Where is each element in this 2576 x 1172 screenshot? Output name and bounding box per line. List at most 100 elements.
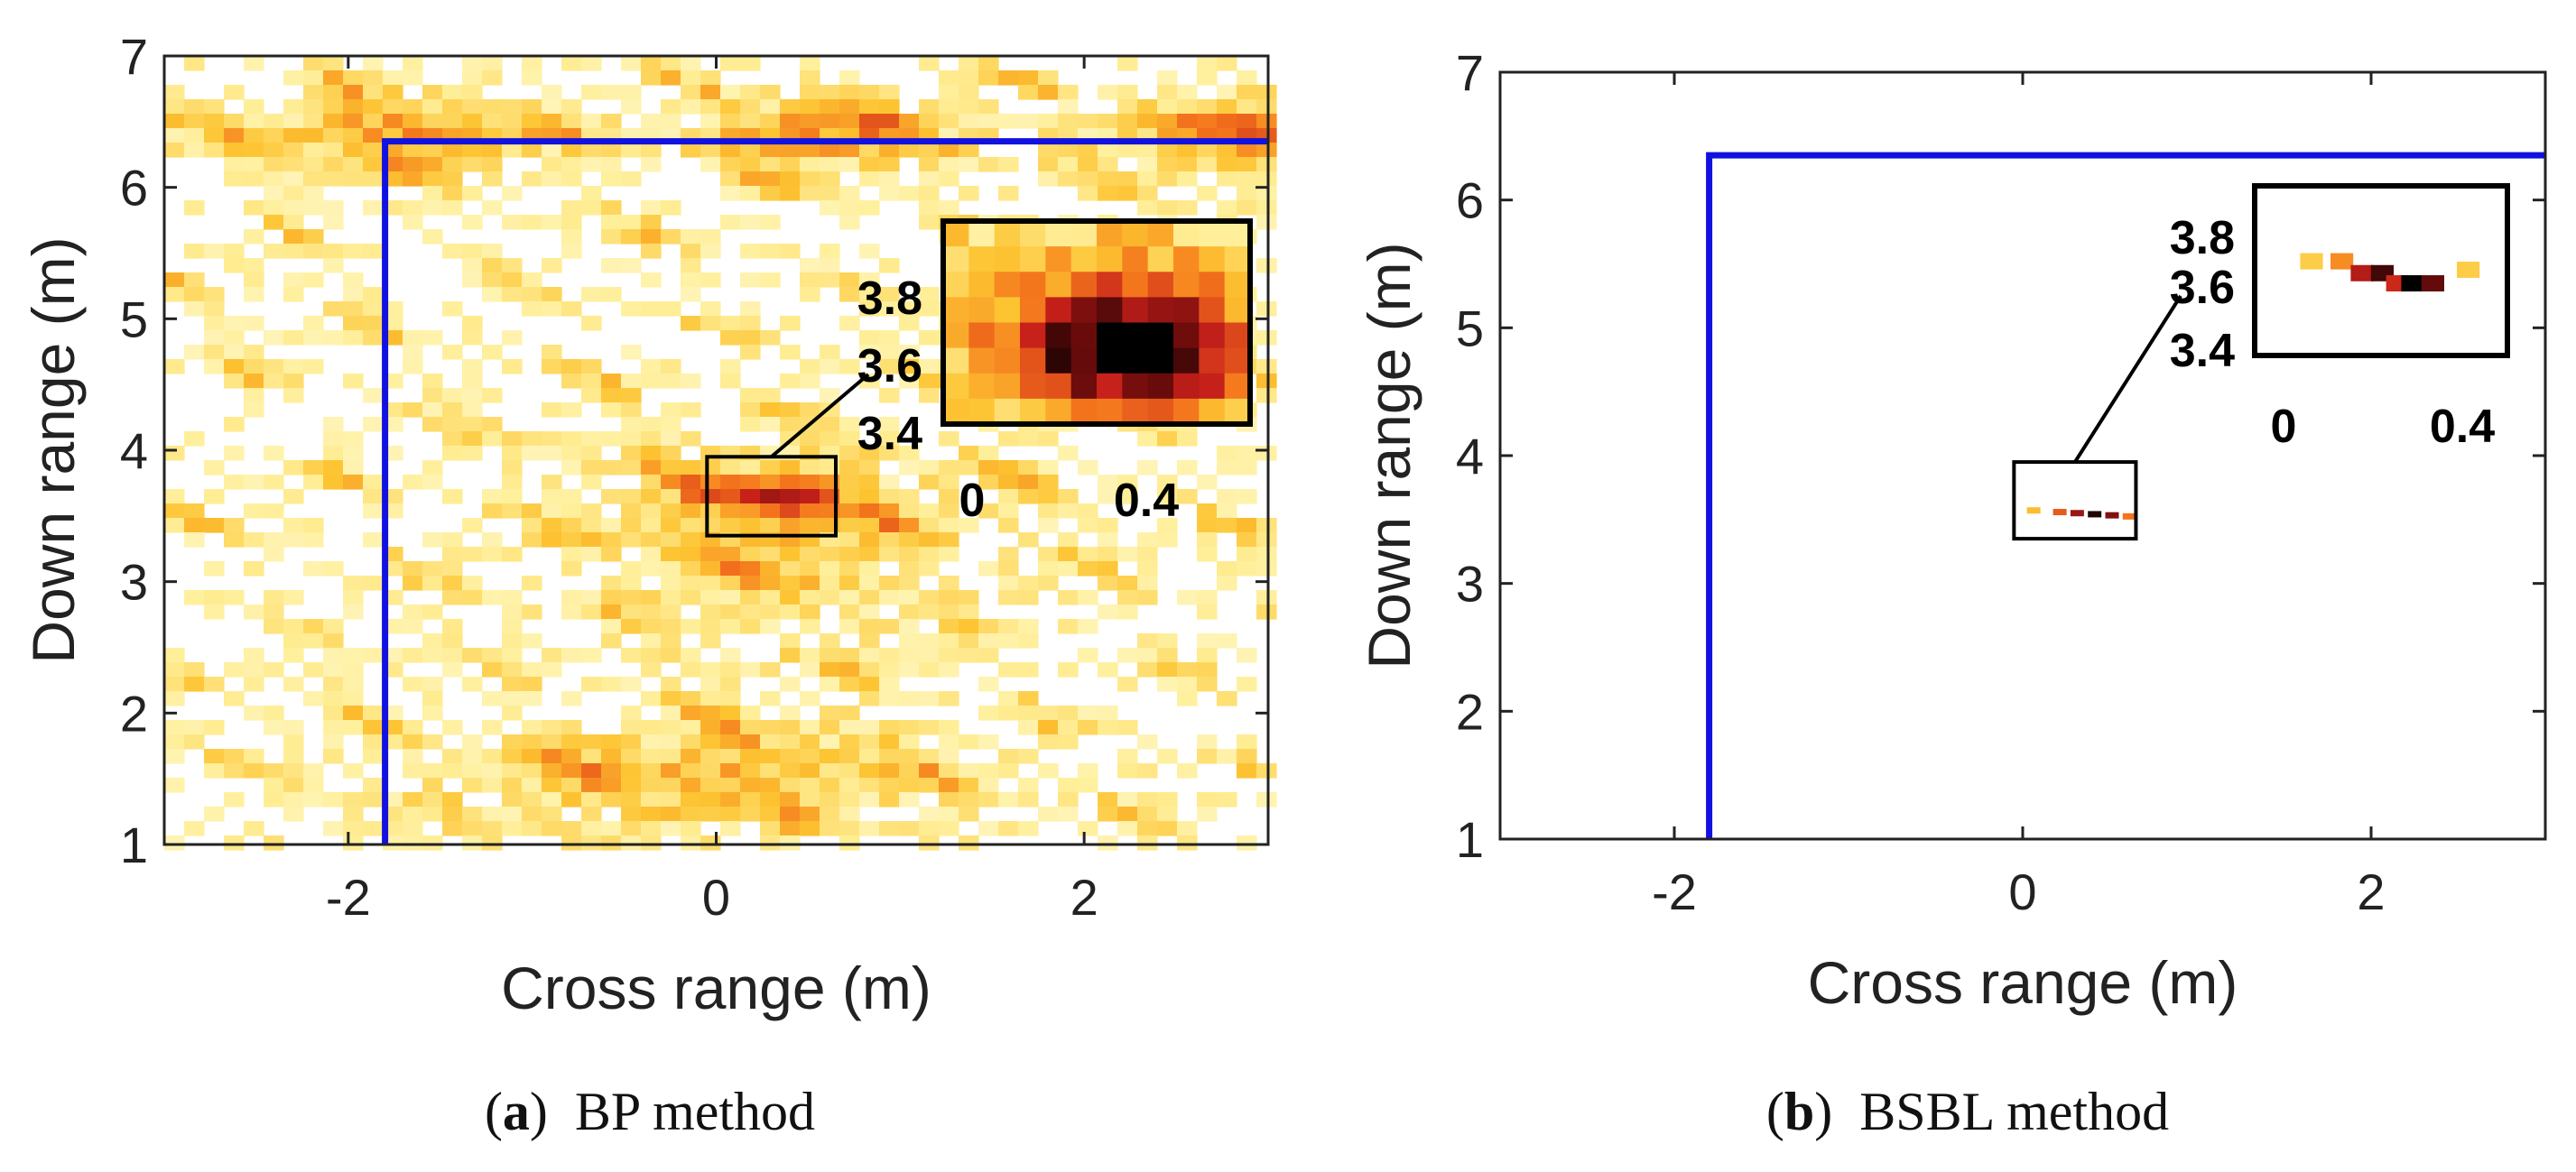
heat-cell	[601, 374, 622, 389]
heat-cell	[1217, 143, 1237, 158]
heat-cell	[919, 547, 940, 562]
heat-cell	[343, 287, 364, 302]
heat-cell	[621, 619, 642, 634]
heat-cell	[323, 215, 344, 230]
heat-cell	[1237, 70, 1257, 86]
heat-cell	[403, 821, 423, 836]
heat-cell	[244, 561, 264, 577]
heat-cell	[641, 763, 662, 779]
heat-cell	[482, 431, 503, 447]
y-tick-label: 5	[120, 291, 148, 347]
heat-cell	[303, 619, 324, 634]
heat-cell	[978, 677, 999, 692]
heat-cell	[244, 157, 264, 172]
heat-cell	[879, 171, 900, 187]
heat-cell	[919, 359, 940, 374]
heat-cell	[1018, 792, 1039, 807]
heat-cell	[681, 272, 701, 288]
heat-cell	[740, 561, 761, 577]
heat-cell	[601, 677, 622, 692]
heat-cell	[244, 56, 264, 71]
heat-cell	[740, 475, 761, 490]
heat-cell	[1157, 200, 1178, 216]
heat-cell	[343, 475, 364, 490]
heat-cell	[522, 446, 542, 461]
heat-cell	[184, 518, 205, 533]
inset-cell	[1224, 347, 1251, 374]
heat-cell	[879, 590, 900, 605]
heat-cell	[621, 402, 642, 418]
heat-cell	[1237, 200, 1257, 216]
heat-cell	[621, 532, 642, 548]
heat-cell	[919, 99, 940, 115]
heat-cell	[363, 734, 384, 750]
heat-cell	[363, 503, 384, 519]
heat-cell	[303, 272, 324, 288]
heat-cell	[780, 402, 801, 418]
heat-cell	[561, 229, 582, 245]
heat-cell	[661, 604, 681, 620]
heat-cell	[1137, 648, 1158, 663]
heat-cell	[859, 518, 880, 533]
heat-cell	[1038, 734, 1059, 750]
heat-cell	[1157, 518, 1178, 533]
caption-b: (b) BSBL method	[1765, 1082, 2170, 1141]
heat-cell	[482, 287, 503, 302]
heat-cell	[839, 70, 860, 86]
heat-cell	[700, 229, 721, 245]
heat-cell	[720, 171, 741, 187]
heat-cell	[363, 56, 384, 71]
inset-cell	[1045, 221, 1072, 247]
heat-cell	[800, 489, 820, 504]
heat-cell	[899, 749, 920, 764]
heat-cell	[422, 633, 443, 649]
heat-cell	[740, 576, 761, 591]
heat-cell	[1157, 143, 1178, 158]
heat-cell	[740, 345, 761, 360]
heat-cell	[1098, 532, 1118, 548]
heat-cell	[184, 431, 205, 447]
heat-cell	[581, 157, 602, 172]
heat-cell	[164, 85, 185, 100]
heat-cell	[998, 590, 1019, 605]
heat-cell	[1217, 56, 1237, 71]
heat-cell	[1078, 157, 1098, 172]
heat-cell	[720, 792, 741, 807]
heat-cell	[681, 402, 701, 418]
heat-cell	[919, 720, 940, 735]
heat-cell	[1038, 489, 1059, 504]
heat-cell	[502, 489, 523, 504]
heat-cell	[283, 489, 304, 504]
y-tick-label: 3	[1456, 556, 1484, 613]
heat-cell	[403, 807, 423, 822]
heat-cell	[224, 374, 245, 389]
heat-cell	[323, 56, 344, 71]
heat-cell	[879, 662, 900, 678]
heat-cell	[442, 417, 463, 432]
heat-cell	[422, 763, 443, 779]
heat-cell	[839, 648, 860, 663]
heat-cell	[303, 56, 324, 71]
heat-cell	[1137, 590, 1158, 605]
heat-cell	[1038, 114, 1059, 129]
heat-cell	[442, 157, 463, 172]
heat-cell	[204, 749, 225, 764]
heat-cell	[621, 431, 642, 447]
heat-cell	[740, 792, 761, 807]
inset-cell	[1122, 322, 1149, 349]
heat-cell	[760, 763, 781, 779]
heat-cell	[919, 215, 940, 230]
heat-cell	[641, 359, 662, 374]
heat-cell	[1237, 749, 1257, 764]
heat-cell	[1018, 489, 1039, 504]
heat-cell	[422, 734, 443, 750]
heat-cell	[959, 763, 979, 779]
heat-cell	[1117, 807, 1138, 822]
heat-cell	[581, 316, 602, 331]
heat-cell	[879, 359, 900, 374]
heat-cell	[959, 734, 979, 750]
heat-cell	[2088, 511, 2102, 518]
heat-cell	[939, 763, 959, 779]
heat-cell	[164, 778, 185, 793]
heat-cell	[641, 215, 662, 230]
